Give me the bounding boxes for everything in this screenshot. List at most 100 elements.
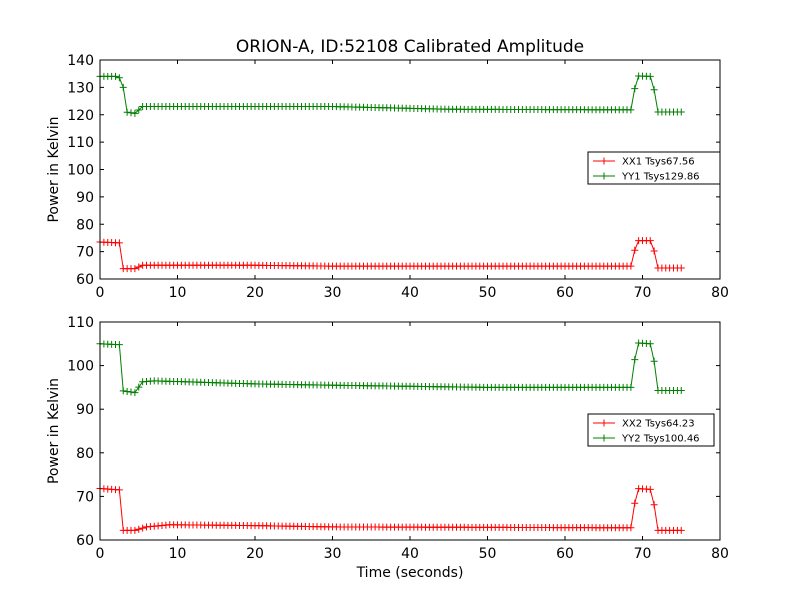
- legend-marker: [600, 172, 608, 180]
- y-tick-label: 70: [76, 489, 94, 505]
- legend-marker: [600, 157, 608, 165]
- top-plot: 0 10 20 30 40 50 60 70 80 60 70 80 90 100 110 120 130 140…: [46, 53, 729, 301]
- legend-item: XX2 Tsys64.23: [593, 419, 695, 430]
- data-point: [131, 109, 139, 117]
- data-point: [650, 501, 658, 509]
- legend-box: [587, 413, 715, 447]
- legend: XX2 Tsys64.23 YY2 Tsys100.46: [587, 413, 715, 447]
- series-markers-1-0: [96, 485, 685, 534]
- data-point: [127, 388, 135, 396]
- x-axis-label: Time (seconds): [356, 565, 464, 581]
- data-point: [650, 357, 658, 365]
- data-point: [119, 387, 127, 395]
- legend-label: YY1 Tsys129.86: [621, 172, 700, 183]
- data-point: [131, 526, 139, 534]
- y-tick-label: 110: [67, 135, 94, 151]
- data-point: [139, 524, 147, 532]
- data-point: [115, 341, 123, 349]
- data-point: [135, 383, 143, 391]
- legend-marker: [600, 434, 608, 442]
- x-tick-label: 20: [246, 546, 264, 562]
- x-tick-label: 80: [711, 546, 729, 562]
- legend-item: XX1 Tsys67.56: [593, 157, 695, 168]
- data-point: [650, 86, 658, 94]
- data-point: [631, 246, 639, 254]
- x-tick-label: 0: [96, 546, 105, 562]
- legend-item: YY1 Tsys129.86: [593, 172, 700, 183]
- legend-label: XX2 Tsys64.23: [622, 419, 695, 430]
- x-tick-label: 30: [324, 546, 342, 562]
- data-point: [627, 524, 635, 532]
- data-point: [131, 389, 139, 397]
- legend: XX1 Tsys67.56 YY1 Tsys129.86: [587, 151, 721, 185]
- data-point: [631, 85, 639, 93]
- y-tick-label: 90: [76, 402, 94, 418]
- x-tick-label: 70: [634, 546, 652, 562]
- y-tick-label: 80: [76, 217, 94, 233]
- bottom-plot: 0 10 20 30 40 50 60 70 80 60 70 80 90 100 110 Power in …: [46, 315, 729, 581]
- y-tick-label: 110: [67, 315, 94, 331]
- x-tick-label: 40: [401, 546, 419, 562]
- legend-item: YY2 Tsys100.46: [593, 434, 700, 445]
- y-tick-label: 60: [76, 272, 94, 288]
- y-tick-label: 90: [76, 190, 94, 206]
- series-markers-0-0: [96, 237, 685, 273]
- chart-title: ORION-A, ID:52108 Calibrated Amplitude: [236, 37, 584, 57]
- data-point: [646, 72, 654, 80]
- y-tick-label: 60: [76, 533, 94, 549]
- y-tick-label: 140: [67, 53, 94, 69]
- data-point: [123, 108, 131, 116]
- series-markers-0-1: [96, 72, 685, 117]
- data-point: [627, 383, 635, 391]
- series-markers-1-1: [96, 339, 685, 397]
- y-tick-label: 130: [67, 80, 94, 96]
- data-point: [115, 239, 123, 247]
- data-point: [627, 262, 635, 270]
- y-axis-label: Power in Kelvin: [46, 378, 62, 484]
- x-tick-label: 10: [169, 546, 187, 562]
- data-point: [627, 106, 635, 114]
- data-point: [127, 109, 135, 117]
- y-tick-label: 80: [76, 446, 94, 462]
- data-point: [677, 386, 685, 394]
- data-point: [135, 263, 143, 271]
- data-point: [646, 340, 654, 348]
- data-point: [119, 83, 127, 91]
- legend-label: YY2 Tsys100.46: [621, 434, 700, 445]
- data-point: [631, 499, 639, 507]
- data-point: [135, 106, 143, 114]
- data-point: [112, 72, 119, 80]
- data-point: [135, 525, 143, 533]
- x-tick-label: 50: [479, 285, 497, 301]
- data-point: [115, 486, 123, 494]
- x-tick-label: 60: [556, 546, 574, 562]
- data-point: [646, 485, 654, 493]
- data-point: [115, 74, 123, 82]
- data-point: [677, 526, 685, 534]
- data-point: [677, 264, 685, 272]
- x-tick-label: 10: [169, 285, 187, 301]
- data-point: [631, 356, 639, 364]
- x-tick-label: 20: [246, 285, 264, 301]
- data-point: [131, 265, 139, 273]
- x-tick-label: 0: [96, 285, 105, 301]
- legend-label: XX1 Tsys67.56: [622, 157, 695, 168]
- y-tick-label: 70: [76, 245, 94, 261]
- x-tick-label: 50: [479, 546, 497, 562]
- data-point: [677, 108, 685, 116]
- y-axis-label: Power in Kelvin: [46, 116, 62, 222]
- legend-marker: [600, 419, 608, 427]
- data-point: [650, 247, 658, 255]
- y-tick-label: 100: [67, 359, 94, 375]
- y-tick-label: 120: [67, 108, 94, 124]
- legend-box: [587, 151, 721, 185]
- x-tick-label: 30: [324, 285, 342, 301]
- x-tick-label: 60: [556, 285, 574, 301]
- y-tick-label: 100: [67, 163, 94, 179]
- data-point: [646, 237, 654, 245]
- x-tick-label: 80: [711, 285, 729, 301]
- data-point: [123, 387, 131, 395]
- x-tick-label: 40: [401, 285, 419, 301]
